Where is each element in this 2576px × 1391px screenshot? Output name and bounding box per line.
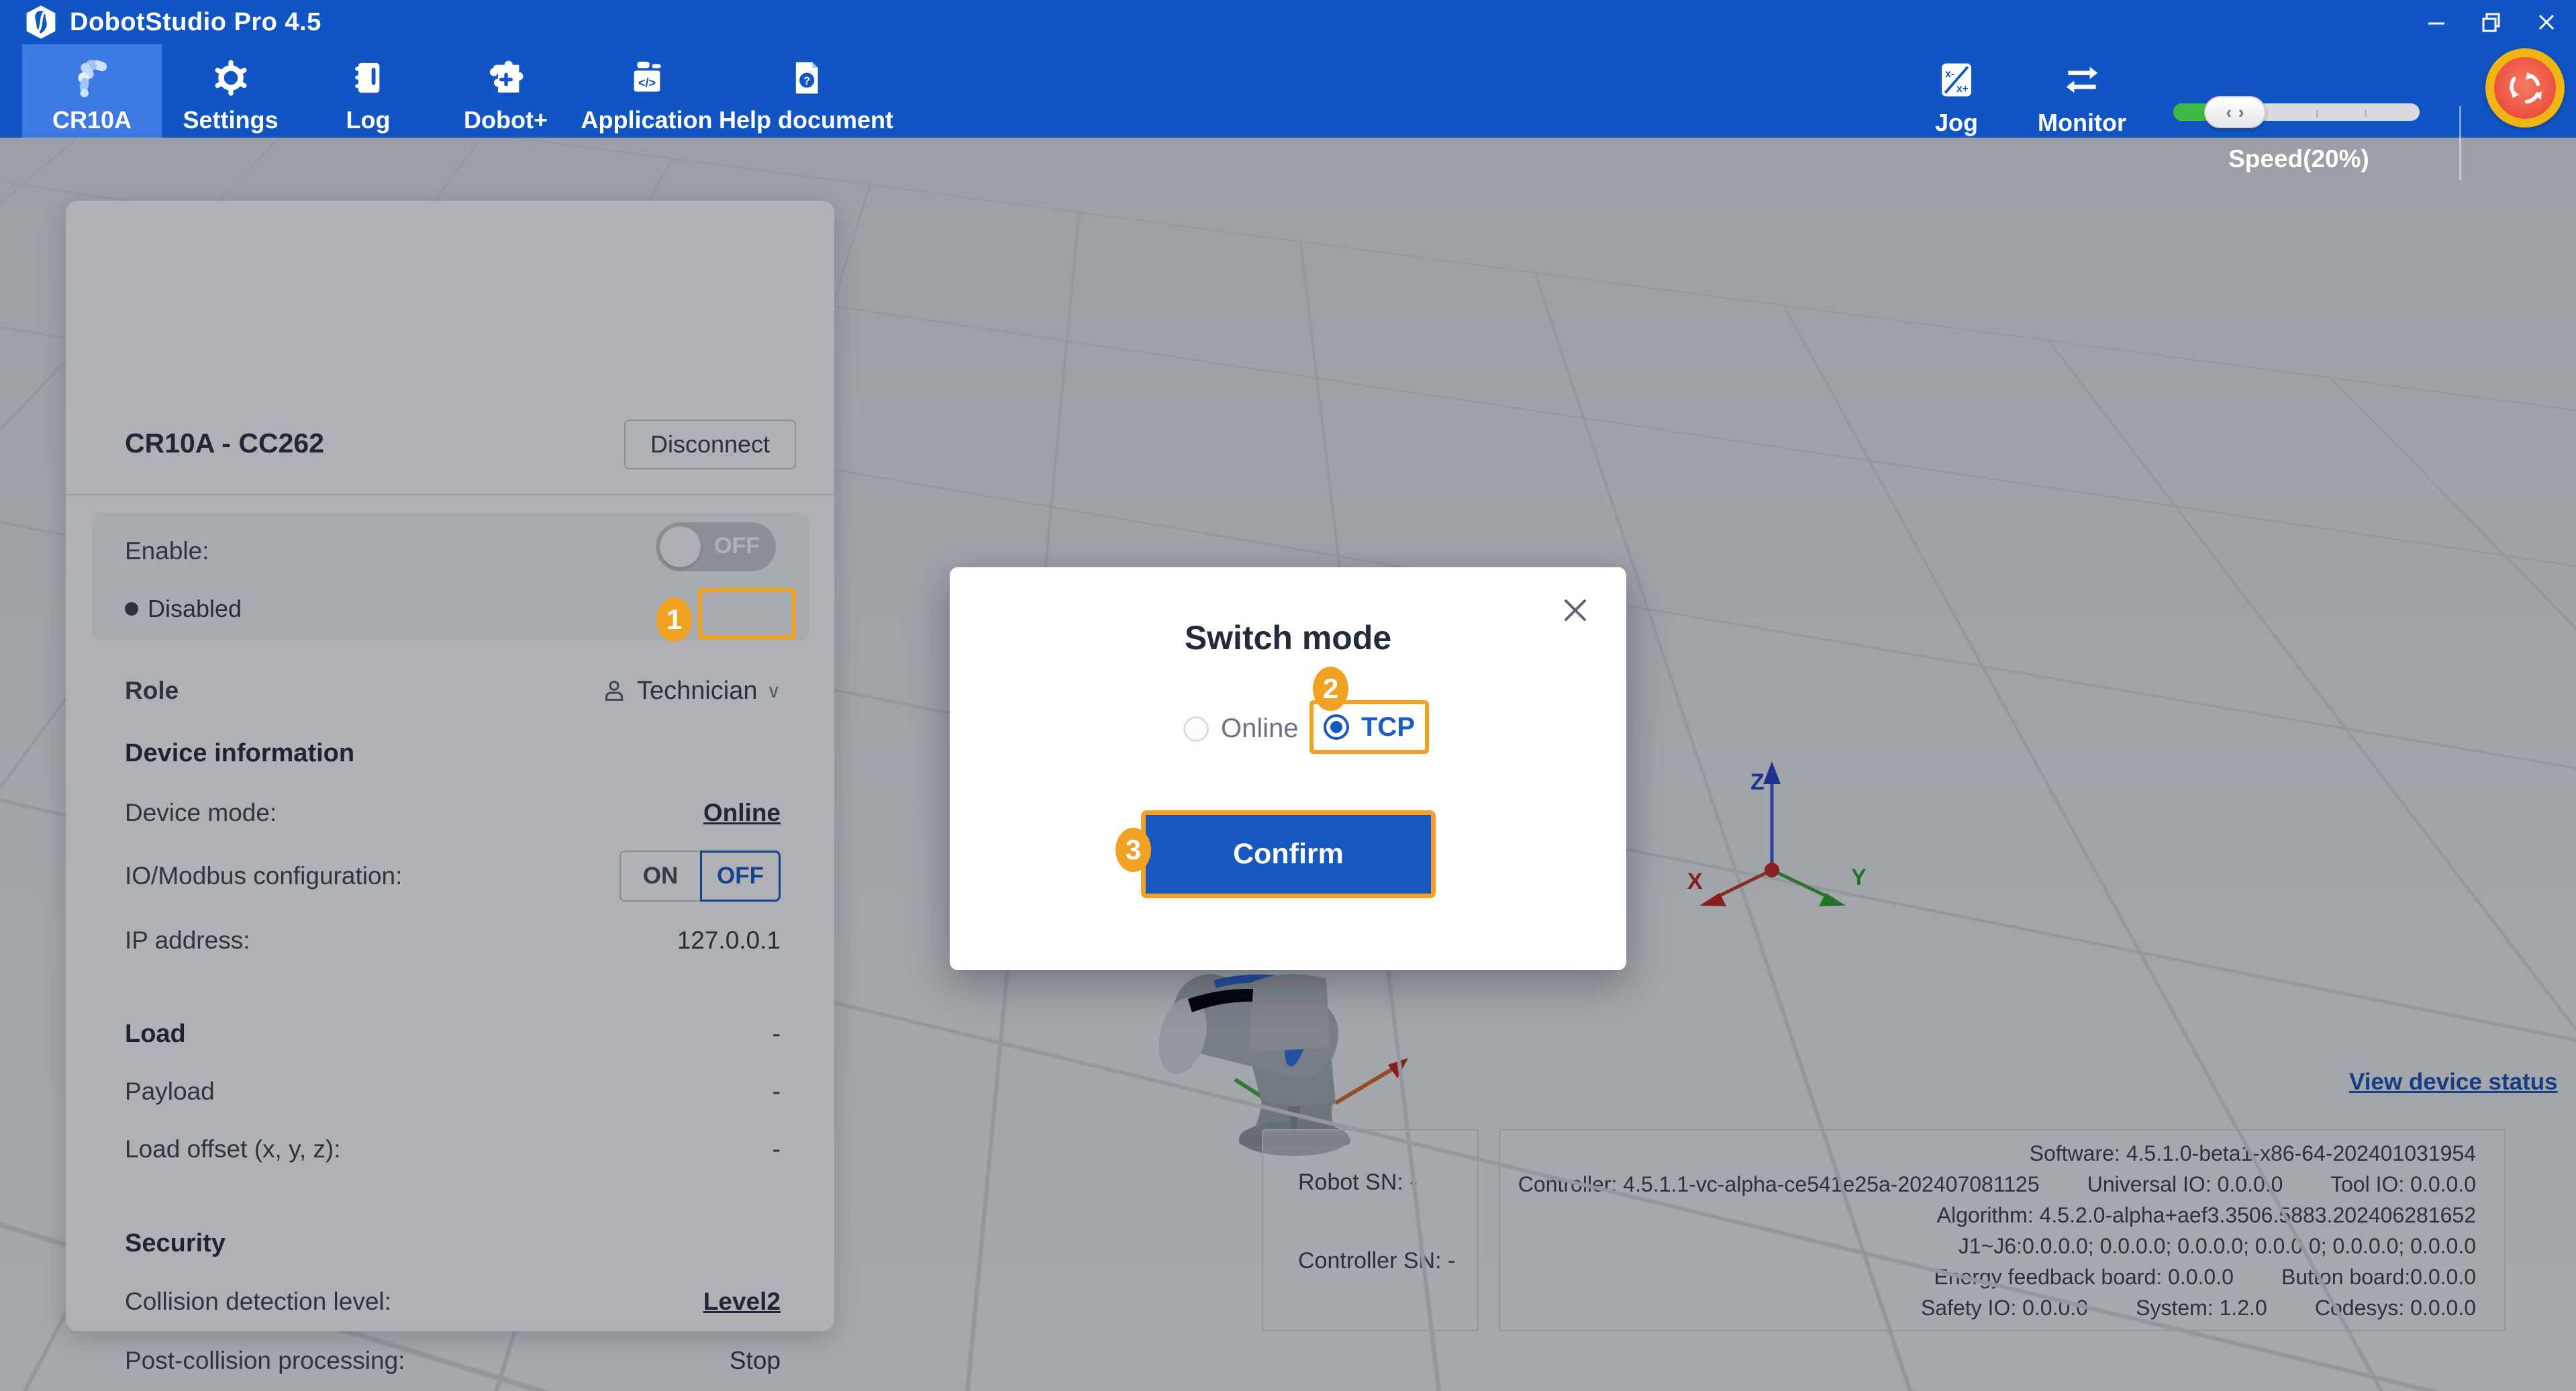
app-title: DobotStudio Pro 4.5: [70, 8, 321, 37]
monitor-arrows-icon: [2061, 59, 2103, 101]
dialog-title: Switch mode: [950, 618, 1626, 657]
svg-text:x+: x+: [1956, 83, 1969, 95]
main-navbar: CR10A Settings: [0, 44, 2576, 138]
titlebar: DobotStudio Pro 4.5: [0, 0, 2576, 44]
dobotstudio-app: Z X Y View device status Robot SN: - Con…: [0, 0, 2576, 1391]
application-icon: </>: [628, 56, 666, 99]
tab-label: Dobot+: [464, 106, 548, 134]
jog-label: Jog: [1935, 109, 1978, 137]
log-journal-icon: [350, 56, 387, 99]
speed-slider-handle[interactable]: ‹ ›: [2204, 96, 2266, 128]
svg-text:x-: x-: [1945, 68, 1954, 80]
robot-arm-icon: [72, 56, 112, 99]
annotation-box-confirm: Confirm: [1141, 810, 1436, 898]
confirm-button[interactable]: Confirm: [1146, 815, 1431, 894]
gear-icon: [211, 56, 250, 99]
monitor-tool[interactable]: Monitor: [2028, 44, 2136, 138]
radio-icon-online[interactable]: [1183, 716, 1209, 742]
tab-cr10a[interactable]: CR10A: [22, 44, 162, 138]
slider-tick: [2316, 109, 2318, 117]
brand: DobotStudio Pro 4.5: [23, 4, 321, 40]
svg-text:</>: </>: [638, 76, 655, 89]
monitor-label: Monitor: [2038, 109, 2126, 137]
jog-icon: x- x+: [1936, 59, 1977, 101]
emergency-stop-icon: [2494, 57, 2556, 119]
switch-mode-dialog: Switch mode Online TCP 2 Confirm 3: [950, 567, 1626, 970]
handle-right-arrow: ›: [2238, 102, 2244, 123]
speed-label: Speed(20%): [2154, 145, 2443, 173]
help-document-icon: ?: [787, 56, 825, 99]
radio-label-online[interactable]: Online: [1221, 714, 1299, 744]
speed-slider-track[interactable]: ‹ ›: [2173, 103, 2420, 121]
close-window-button[interactable]: [2534, 10, 2559, 34]
puzzle-plus-icon: [487, 56, 526, 99]
annotation-badge-1: 1: [656, 597, 692, 642]
tab-dobot-plus[interactable]: Dobot+: [437, 44, 575, 138]
jog-tool[interactable]: x- x+ Jog: [1913, 44, 2000, 138]
speed-control: ‹ › Speed(20%): [2154, 44, 2443, 138]
navbar-separator: [2459, 106, 2461, 180]
tab-label: Help document: [719, 106, 893, 134]
dobot-logo-icon: [23, 4, 59, 40]
radio-option-online[interactable]: Online: [1183, 714, 1299, 744]
tab-label: Settings: [183, 106, 278, 134]
radio-icon-tcp[interactable]: [1324, 714, 1349, 740]
tab-log[interactable]: Log: [299, 44, 437, 138]
tab-application[interactable]: </> Application: [575, 44, 719, 138]
tab-label: CR10A: [52, 106, 132, 134]
tab-label: Application: [581, 106, 713, 134]
handle-left-arrow: ‹: [2226, 102, 2232, 123]
tab-settings[interactable]: Settings: [162, 44, 299, 138]
minimize-button[interactable]: [2424, 10, 2448, 34]
annotation-box-device-mode: [698, 588, 796, 639]
radio-label-tcp[interactable]: TCP: [1361, 712, 1415, 742]
tab-label: Log: [346, 106, 391, 134]
slider-tick: [2365, 109, 2367, 117]
restore-button[interactable]: [2479, 10, 2504, 34]
svg-text:?: ?: [803, 75, 810, 87]
annotation-badge-3: 3: [1116, 828, 1151, 872]
annotation-badge-2: 2: [1313, 667, 1348, 711]
tab-help-document[interactable]: ? Help document: [719, 44, 893, 138]
emergency-stop-button[interactable]: [2485, 48, 2565, 128]
